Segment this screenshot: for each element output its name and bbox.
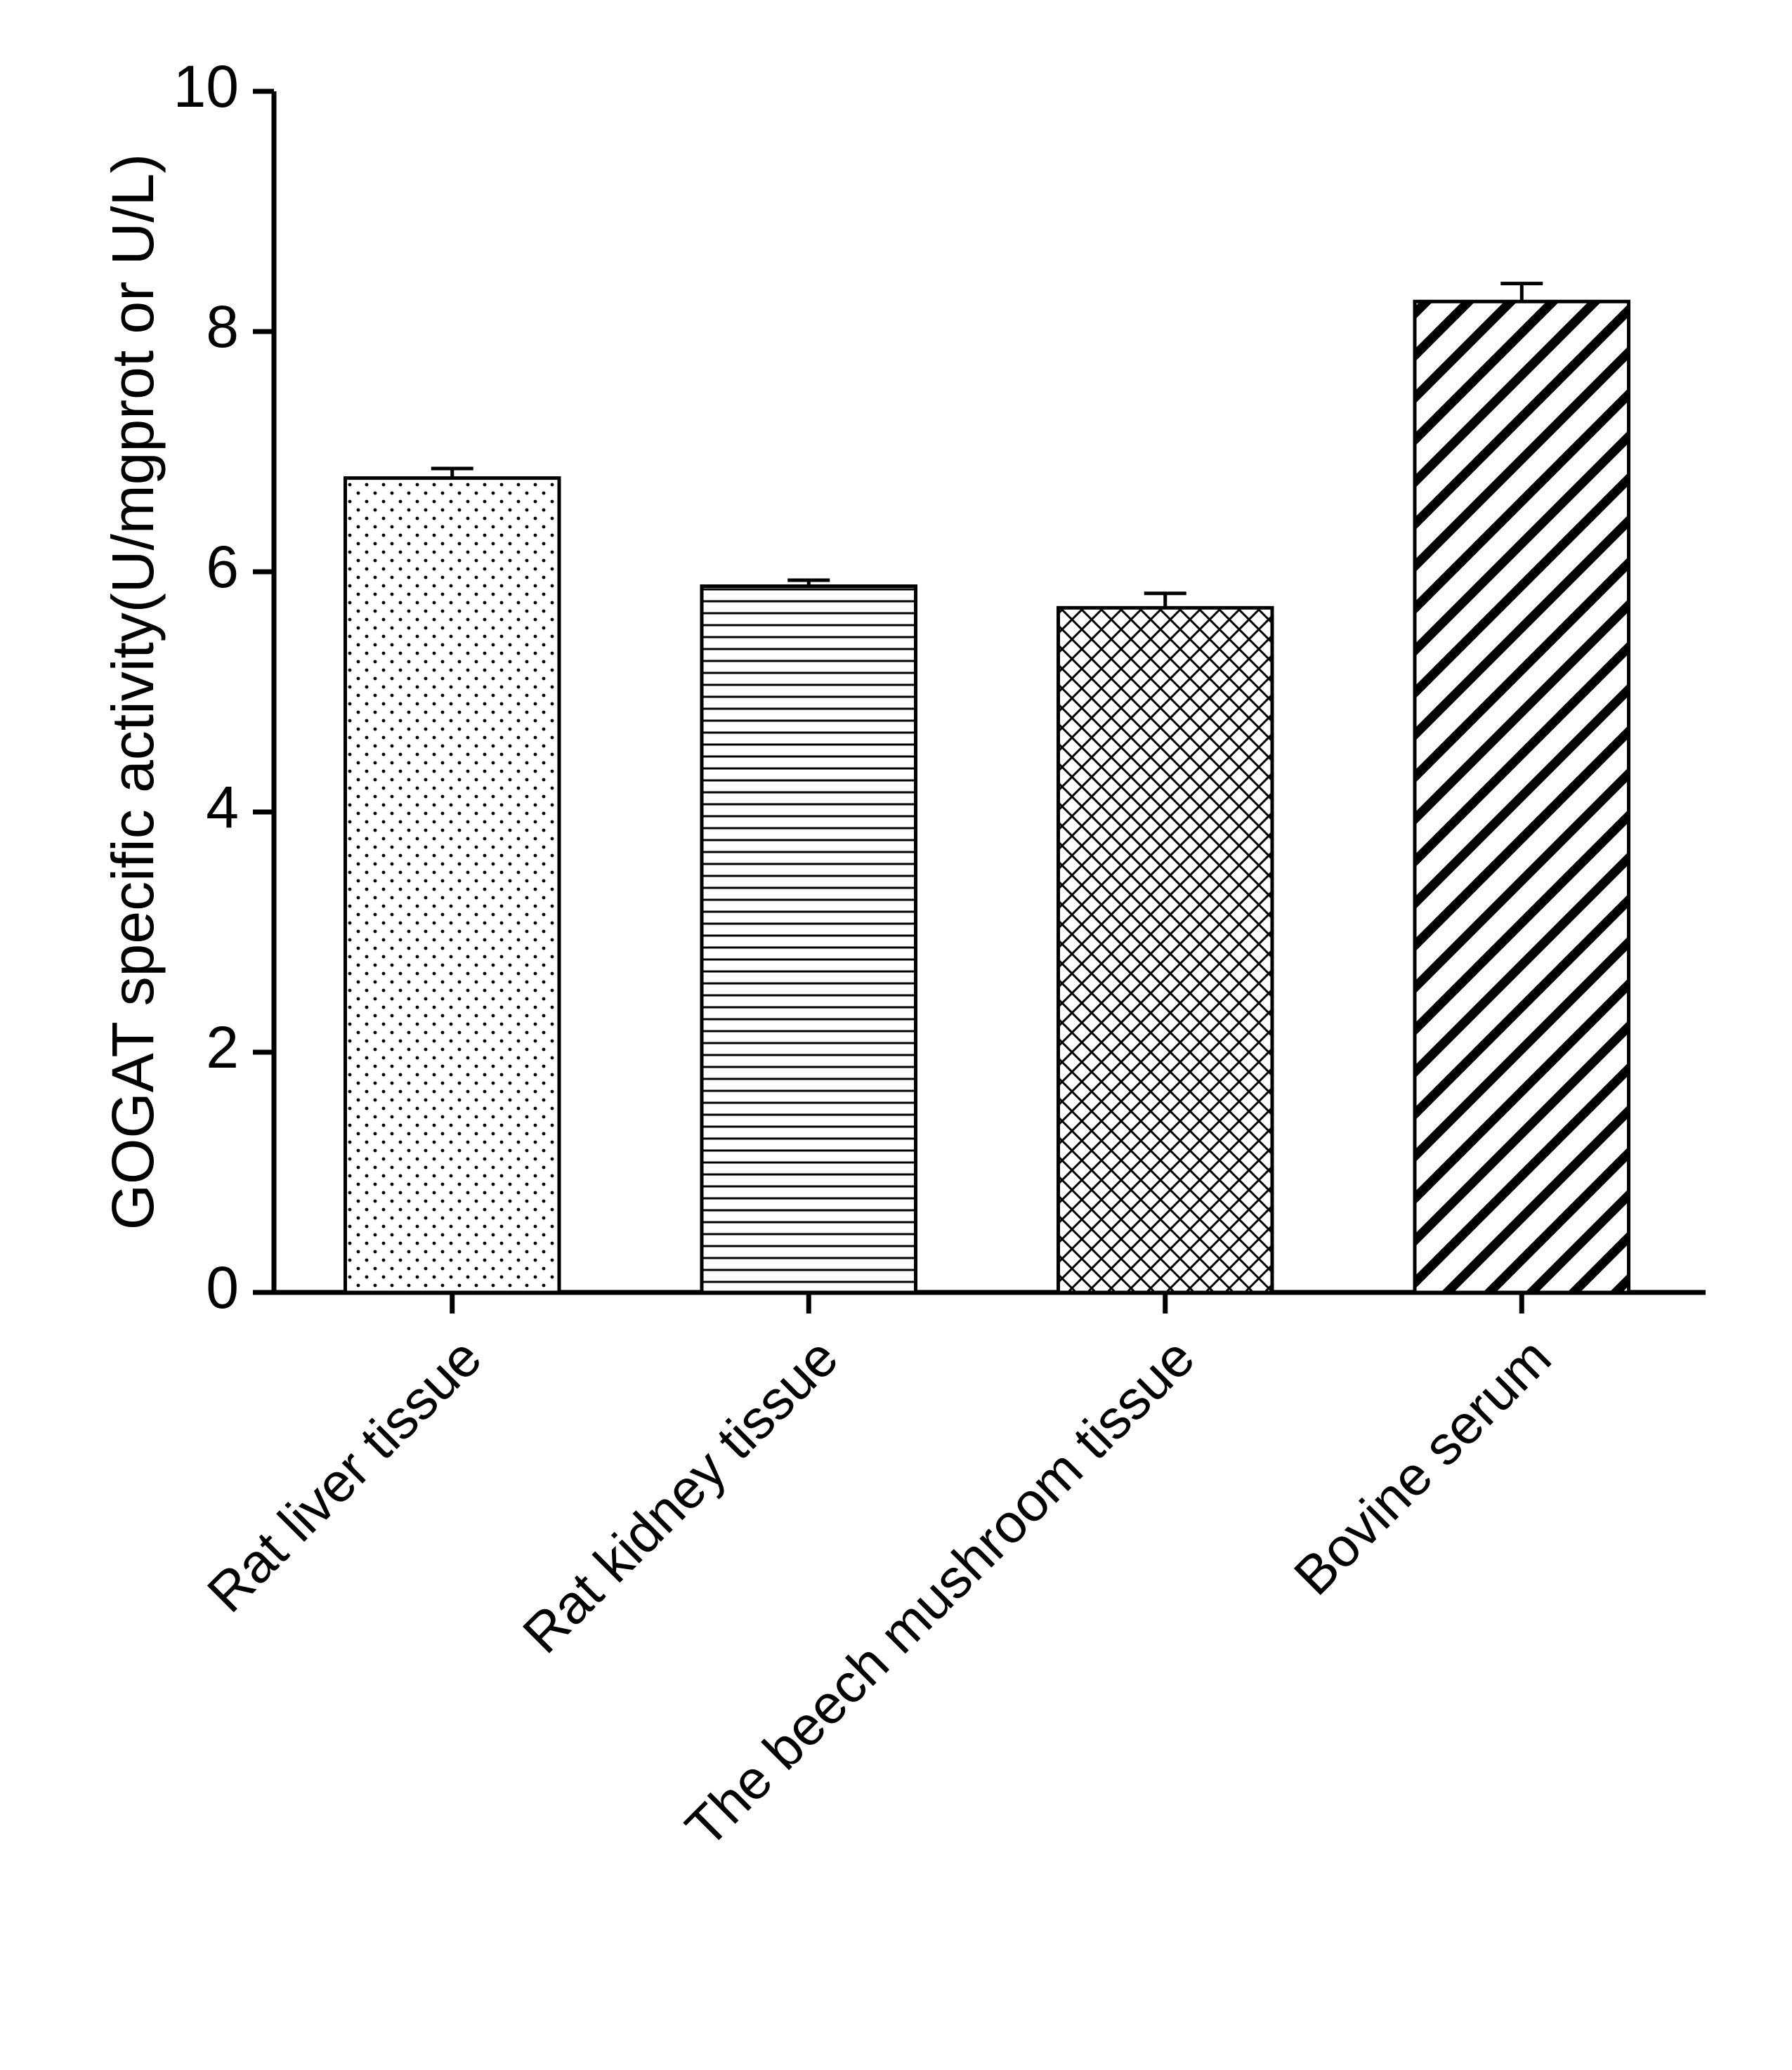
bar bbox=[702, 587, 916, 1292]
bar bbox=[1415, 301, 1629, 1292]
bar bbox=[346, 478, 560, 1292]
y-tick-label: 6 bbox=[206, 534, 239, 600]
bar-chart: 0 2 4 6 8 10 Rat liver tissueRat kidney tissu… bbox=[0, 0, 1792, 2070]
x-category-label: Rat kidney tissue bbox=[511, 1326, 849, 1665]
y-tick-label: 0 bbox=[206, 1255, 239, 1321]
chart-container: 0 2 4 6 8 10 Rat liver tissueRat kidney tissu… bbox=[0, 0, 1792, 2070]
y-tick-label: 8 bbox=[206, 294, 239, 360]
y-axis-title: GOGAT specific activity(U/mgprot or U/L) bbox=[100, 154, 166, 1231]
y-tick-label: 4 bbox=[206, 774, 239, 840]
x-category-label: Bovine serum bbox=[1282, 1326, 1562, 1606]
y-tick-label: 10 bbox=[174, 53, 239, 119]
x-category-label: Rat liver tissue bbox=[195, 1326, 493, 1624]
bar bbox=[1059, 608, 1273, 1292]
y-tick-label: 2 bbox=[206, 1014, 239, 1080]
